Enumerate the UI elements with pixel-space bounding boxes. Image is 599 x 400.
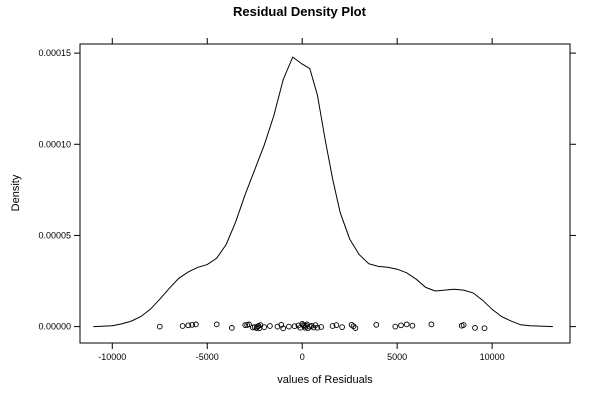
x-tick-label: 5000 (387, 352, 407, 362)
residual-point (481, 325, 488, 332)
residual-point (409, 322, 416, 329)
residual-point (286, 323, 292, 330)
chart-title: Residual Density Plot (233, 4, 367, 19)
residual-point (156, 323, 163, 330)
x-axis-label: values of Residuals (277, 374, 373, 386)
residual-point (329, 323, 336, 329)
residual-point (229, 325, 235, 331)
residual-point (314, 324, 321, 331)
x-tick-label: -10000 (98, 352, 126, 362)
x-tick-label: 10000 (480, 352, 505, 362)
y-axis: 0.00000 0.00005 0.00010 0.00015 (38, 48, 576, 332)
residual-point (460, 322, 467, 328)
residual-point (179, 323, 186, 329)
residual-point (339, 324, 345, 330)
y-tick-label: 0.00010 (38, 139, 71, 149)
residual-point (246, 321, 252, 328)
residual-point (267, 323, 273, 329)
x-tick-label: -5000 (196, 352, 219, 362)
residual-point (373, 321, 380, 328)
density-curve (93, 56, 553, 328)
x-axis: -10000 -5000 0 5000 10000 (98, 38, 505, 362)
plot-frame (79, 43, 571, 344)
residual-point (280, 325, 287, 332)
y-tick-label: 0.00015 (38, 48, 71, 58)
residual-point (291, 323, 298, 330)
y-axis-label: Density (10, 174, 22, 211)
residual-point (318, 324, 325, 330)
residual-point (403, 321, 410, 328)
residual-point (428, 321, 435, 328)
residual-point (193, 321, 199, 328)
residual-point (350, 323, 357, 330)
residual-point (352, 325, 359, 331)
residual-point (242, 322, 249, 328)
residual-point (392, 323, 399, 330)
residual-point (398, 322, 404, 329)
residual-point (185, 322, 192, 329)
y-tick-label: 0.00005 (38, 230, 71, 240)
residual-point (213, 321, 220, 328)
x-tick-label: 0 (300, 352, 305, 362)
series-layer (93, 56, 553, 332)
residual-point (189, 321, 195, 328)
residual-point (261, 324, 268, 330)
y-tick-label: 0.00000 (38, 322, 71, 332)
residual-point (472, 325, 478, 331)
residual-point (333, 322, 340, 328)
